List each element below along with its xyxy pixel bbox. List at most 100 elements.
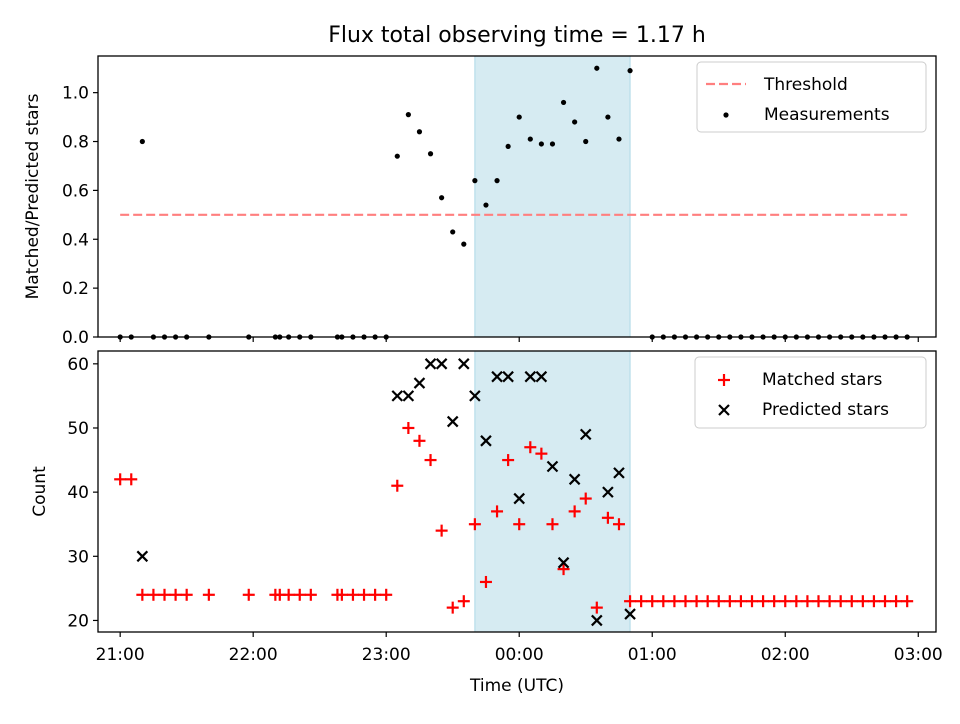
- top-y-tick-label: 0.2: [62, 279, 89, 299]
- matched-star-point: [114, 473, 127, 486]
- measurement-point: [450, 229, 456, 235]
- legend-predicted-label: Predicted stars: [762, 400, 889, 420]
- bottom-panel-frame: [97, 350, 937, 633]
- predicted-star-point: [424, 358, 437, 370]
- matched-star-point: [757, 595, 770, 608]
- matched-star-point: [468, 518, 481, 531]
- matched-star-point: [768, 595, 781, 608]
- predicted-star-point: [624, 608, 636, 620]
- measurement-point: [472, 178, 478, 184]
- predicted-star-point-b: [557, 556, 570, 569]
- top-y-axis-label: Matched/Predicted stars: [23, 93, 43, 299]
- x-tick-label: 03:00: [894, 645, 943, 665]
- predicted-star-point-b: [591, 614, 603, 627]
- matched-star-point: [446, 601, 459, 614]
- matched-star-point: [557, 563, 570, 576]
- matched-star-point: [546, 518, 559, 531]
- legend-measurements-label: Measurements: [764, 105, 890, 125]
- predicted-star-point: [546, 460, 559, 473]
- observing-interval-shade-top: [474, 55, 631, 338]
- matched-star-point: [701, 595, 714, 608]
- top-y-tick-label: 1.0: [62, 84, 89, 104]
- matched-star-point: [136, 588, 149, 601]
- matched-star-point: [479, 575, 492, 588]
- matched-star-point: [612, 518, 625, 531]
- predicted-star-point: [502, 370, 514, 383]
- x-axis-label: Time (UTC): [469, 676, 564, 696]
- matched-star-point: [391, 479, 404, 492]
- predicted-star-point-b: [568, 473, 581, 486]
- matched-star-point: [823, 595, 836, 608]
- bottom-legend: Matched stars Predicted stars: [694, 356, 927, 429]
- predicted-star-point-b: [469, 390, 481, 402]
- matched-star-point: [812, 595, 825, 608]
- matched-star-points: [114, 421, 914, 614]
- matched-star-point: [790, 595, 803, 608]
- matched-star-point: [424, 454, 437, 467]
- legend-predicted-swatch: [718, 404, 730, 416]
- chart-title: Flux total observing time = 1.17 h: [328, 23, 706, 48]
- predicted-star-point: [613, 467, 625, 479]
- predicted-star-point-b: [624, 608, 636, 620]
- predicted-star-point-b: [613, 467, 625, 479]
- matched-star-point: [513, 518, 526, 531]
- matched-star-point: [125, 473, 138, 486]
- predicted-star-point-b: [502, 370, 514, 383]
- measurement-point: [516, 114, 522, 120]
- matched-star-point: [657, 595, 670, 608]
- top-y-tick-label: 0.0: [62, 328, 89, 348]
- matched-star-point: [624, 595, 637, 608]
- predicted-star-point: [579, 428, 592, 441]
- predicted-star-point: [557, 556, 570, 569]
- bottom-y-tick-label: 20: [67, 611, 89, 631]
- matched-star-point: [856, 595, 869, 608]
- predicted-star-point-b: [458, 358, 470, 370]
- predicted-star-point: [535, 370, 548, 383]
- predicted-star-point-b: [446, 415, 459, 428]
- matched-star-point: [293, 588, 306, 601]
- predicted-star-point: [446, 415, 459, 428]
- matched-star-point: [457, 595, 470, 608]
- top-y-tick-label: 0.4: [62, 230, 89, 250]
- measurement-point: [572, 119, 578, 125]
- predicted-star-point-b: [535, 370, 548, 383]
- predicted-star-point: [602, 486, 614, 498]
- measurement-point: [583, 138, 589, 145]
- panel-count: 20 30 40 50 60 21:00 22:00 23:00 00:00 01:00 02:0…: [30, 350, 943, 665]
- matched-star-point: [304, 588, 317, 601]
- measurement-point: [416, 129, 423, 135]
- measurement-point: [427, 151, 434, 157]
- bottom-legend-box: [694, 356, 927, 429]
- x-tick-label: 00:00: [495, 645, 544, 665]
- measurement-point: [627, 68, 633, 74]
- predicted-star-point-b: [602, 486, 614, 498]
- top-legend-box: [696, 61, 927, 133]
- matched-star-point: [646, 595, 659, 608]
- matched-star-point: [679, 595, 692, 608]
- legend-measurements-swatch: [723, 112, 729, 118]
- predicted-star-point: [491, 370, 503, 383]
- measurement-point: [494, 178, 500, 184]
- matched-star-point: [867, 595, 880, 608]
- matched-star-point: [901, 595, 914, 608]
- predicted-star-point-b: [136, 550, 149, 563]
- bottom-x-ticks: 21:00 22:00 23:00 00:00 01:00 02:00 03:00: [96, 632, 943, 665]
- predicted-star-point-b: [391, 390, 404, 402]
- bottom-y-tick-label: 30: [67, 547, 89, 567]
- bottom-y-tick-label: 40: [67, 483, 89, 503]
- matched-star-point: [346, 588, 359, 601]
- matched-star-point: [712, 595, 725, 608]
- measurement-point: [527, 136, 533, 142]
- matched-star-point: [834, 595, 847, 608]
- top-legend: Threshold Measurements: [696, 61, 927, 133]
- predicted-star-point: [591, 614, 603, 627]
- measurement-point: [394, 153, 400, 159]
- measurement-point: [405, 112, 411, 118]
- bottom-y-axis-label: Count: [30, 466, 50, 517]
- legend-threshold-label: Threshold: [763, 75, 848, 95]
- matched-star-point: [180, 588, 193, 601]
- matched-star-point: [779, 595, 792, 608]
- measurement-point: [594, 65, 600, 71]
- x-tick-label: 01:00: [628, 645, 677, 665]
- panel-ratio: 0.0 0.2 0.4 0.6 0.8 1.0 Matched/Predicted sta…: [23, 55, 937, 348]
